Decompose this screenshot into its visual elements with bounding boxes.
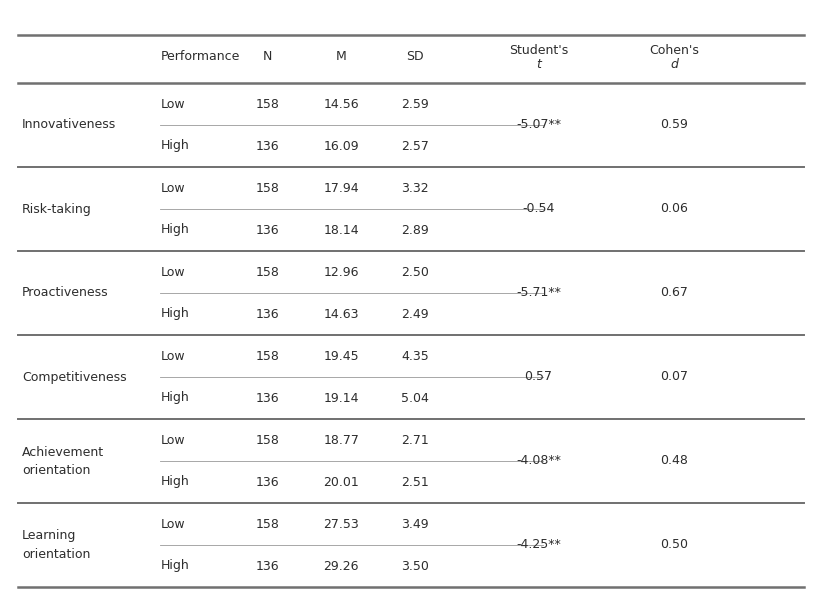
Text: 5.04: 5.04 bbox=[401, 392, 429, 404]
Text: 158: 158 bbox=[255, 517, 279, 531]
Text: 158: 158 bbox=[255, 350, 279, 362]
Text: 0.48: 0.48 bbox=[660, 455, 688, 468]
Text: High: High bbox=[160, 392, 189, 404]
Text: 2.49: 2.49 bbox=[401, 308, 429, 320]
Text: -0.54: -0.54 bbox=[522, 202, 555, 215]
Text: 12.96: 12.96 bbox=[323, 266, 359, 278]
Text: 136: 136 bbox=[256, 139, 279, 153]
Text: 3.32: 3.32 bbox=[401, 182, 429, 195]
Text: N: N bbox=[262, 50, 272, 63]
Text: 20.01: 20.01 bbox=[323, 475, 359, 488]
Text: Innovativeness: Innovativeness bbox=[22, 119, 117, 131]
Text: -4.08**: -4.08** bbox=[516, 455, 561, 468]
Text: 2.71: 2.71 bbox=[401, 434, 429, 446]
Text: 19.14: 19.14 bbox=[323, 392, 359, 404]
Text: Low: Low bbox=[160, 434, 185, 446]
Text: 3.49: 3.49 bbox=[401, 517, 429, 531]
Text: 0.59: 0.59 bbox=[660, 119, 688, 131]
Text: Low: Low bbox=[160, 97, 185, 111]
Text: High: High bbox=[160, 475, 189, 488]
Text: 19.45: 19.45 bbox=[323, 350, 359, 362]
Text: 3.50: 3.50 bbox=[401, 559, 429, 573]
Text: 16.09: 16.09 bbox=[323, 139, 359, 153]
Text: 136: 136 bbox=[256, 224, 279, 237]
Text: 0.07: 0.07 bbox=[660, 370, 688, 384]
Text: -5.71**: -5.71** bbox=[516, 286, 561, 300]
Text: Proactiveness: Proactiveness bbox=[22, 286, 109, 300]
Text: t: t bbox=[536, 58, 541, 71]
Text: 0.06: 0.06 bbox=[660, 202, 688, 215]
Text: M: M bbox=[335, 50, 347, 63]
Text: -4.25**: -4.25** bbox=[516, 539, 561, 551]
Text: 17.94: 17.94 bbox=[323, 182, 359, 195]
Text: orientation: orientation bbox=[22, 547, 90, 561]
Text: 4.35: 4.35 bbox=[401, 350, 429, 362]
Text: 136: 136 bbox=[256, 559, 279, 573]
Text: High: High bbox=[160, 139, 189, 153]
Text: Learning: Learning bbox=[22, 530, 76, 542]
Text: Risk-taking: Risk-taking bbox=[22, 202, 92, 215]
Text: High: High bbox=[160, 559, 189, 573]
Text: d: d bbox=[670, 58, 678, 71]
Text: Competitiveness: Competitiveness bbox=[22, 370, 127, 384]
Text: -5.07**: -5.07** bbox=[516, 119, 561, 131]
Text: High: High bbox=[160, 224, 189, 237]
Text: 158: 158 bbox=[255, 266, 279, 278]
Text: 14.56: 14.56 bbox=[323, 97, 359, 111]
Text: 18.14: 18.14 bbox=[323, 224, 359, 237]
Text: 14.63: 14.63 bbox=[323, 308, 359, 320]
Text: Performance: Performance bbox=[160, 50, 240, 63]
Text: 2.51: 2.51 bbox=[401, 475, 429, 488]
Text: Cohen's: Cohen's bbox=[649, 44, 699, 57]
Text: 0.50: 0.50 bbox=[660, 539, 688, 551]
Text: 158: 158 bbox=[255, 434, 279, 446]
Text: SD: SD bbox=[406, 50, 424, 63]
Text: Low: Low bbox=[160, 350, 185, 362]
Text: 2.50: 2.50 bbox=[401, 266, 429, 278]
Text: 158: 158 bbox=[255, 182, 279, 195]
Text: 0.67: 0.67 bbox=[660, 286, 688, 300]
Text: 158: 158 bbox=[255, 97, 279, 111]
Text: High: High bbox=[160, 308, 189, 320]
Text: 136: 136 bbox=[256, 392, 279, 404]
Text: 2.59: 2.59 bbox=[401, 97, 429, 111]
Text: 136: 136 bbox=[256, 308, 279, 320]
Text: 2.89: 2.89 bbox=[401, 224, 429, 237]
Text: 29.26: 29.26 bbox=[323, 559, 359, 573]
Text: 0.57: 0.57 bbox=[524, 370, 552, 384]
Text: orientation: orientation bbox=[22, 463, 90, 477]
Text: Achievement: Achievement bbox=[22, 446, 104, 458]
Text: Low: Low bbox=[160, 517, 185, 531]
Text: 136: 136 bbox=[256, 475, 279, 488]
Text: 27.53: 27.53 bbox=[323, 517, 359, 531]
Text: Low: Low bbox=[160, 182, 185, 195]
Text: Student's: Student's bbox=[509, 44, 568, 57]
Text: 18.77: 18.77 bbox=[323, 434, 359, 446]
Text: 2.57: 2.57 bbox=[401, 139, 429, 153]
Text: Low: Low bbox=[160, 266, 185, 278]
